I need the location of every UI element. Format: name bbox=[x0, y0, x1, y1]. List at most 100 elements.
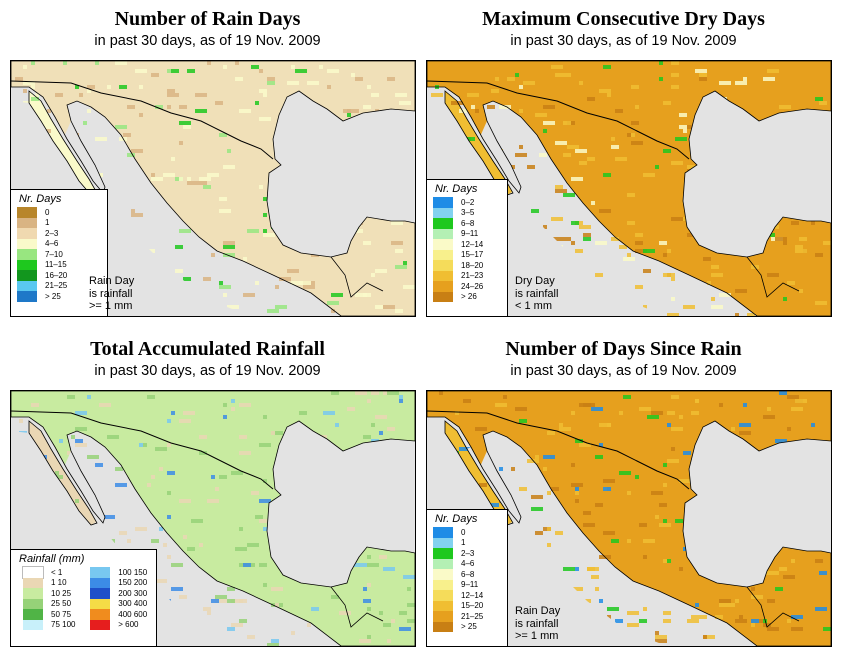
grid-cell bbox=[815, 253, 823, 257]
grid-cell bbox=[663, 253, 667, 257]
grid-cell bbox=[615, 157, 627, 161]
legend-label: 12–14 bbox=[461, 239, 484, 249]
grid-cell bbox=[367, 555, 371, 559]
grid-cell bbox=[271, 431, 283, 435]
grid-cell bbox=[367, 607, 371, 611]
legend-label: 25 50 bbox=[51, 599, 72, 609]
grid-cell bbox=[219, 285, 231, 289]
grid-cell bbox=[219, 281, 223, 285]
legend-swatch bbox=[433, 249, 453, 260]
grid-cell bbox=[531, 507, 543, 511]
grid-cell bbox=[575, 149, 587, 153]
grid-cell bbox=[711, 297, 715, 301]
grid-cell bbox=[339, 611, 351, 615]
grid-cell bbox=[31, 97, 39, 101]
grid-cell bbox=[627, 623, 639, 627]
grid-cell bbox=[595, 455, 603, 459]
gulf-of-mexico bbox=[683, 91, 831, 257]
grid-cell bbox=[759, 619, 763, 623]
grid-cell bbox=[539, 153, 547, 157]
grid-cell bbox=[603, 531, 615, 535]
grid-cell bbox=[823, 241, 831, 245]
map-dry-days: Nr. Days 0–2 3–5 6–8 9–11 12–14 15–17 18–20 21–… bbox=[426, 60, 832, 317]
grid-cell bbox=[535, 113, 547, 117]
grid-cell bbox=[559, 237, 571, 241]
grid-cell bbox=[607, 607, 619, 611]
grid-cell bbox=[343, 109, 351, 113]
grid-cell bbox=[243, 257, 247, 261]
panel-rain-days: Number of Rain Days in past 30 days, as … bbox=[0, 0, 416, 325]
legend-item: 9–11 bbox=[427, 228, 507, 239]
grid-cell bbox=[407, 603, 415, 607]
grid-cell bbox=[639, 619, 647, 623]
grid-cell bbox=[779, 105, 791, 109]
grid-cell bbox=[575, 499, 579, 503]
gulf-of-mexico bbox=[267, 91, 415, 257]
grid-cell bbox=[643, 269, 651, 273]
grid-cell bbox=[571, 241, 575, 245]
grid-cell bbox=[199, 435, 207, 439]
grid-cell bbox=[131, 209, 135, 213]
grid-cell bbox=[159, 527, 163, 531]
grid-cell bbox=[579, 81, 583, 85]
legend-label: 15–20 bbox=[461, 601, 484, 611]
grid-cell bbox=[783, 575, 795, 579]
grid-cell bbox=[667, 249, 671, 253]
grid-cell bbox=[403, 261, 407, 265]
grid-cell bbox=[627, 611, 639, 615]
legend-item: 15–20 bbox=[427, 600, 507, 611]
legend-label: 21–23 bbox=[461, 271, 484, 281]
grid-cell bbox=[727, 603, 735, 607]
panel-since-rain: Number of Days Since Rain in past 30 day… bbox=[416, 330, 832, 655]
grid-cell bbox=[263, 229, 267, 233]
baja-peninsula bbox=[29, 421, 97, 525]
grid-cell bbox=[511, 467, 515, 471]
grid-cell bbox=[275, 285, 279, 289]
grid-cell bbox=[631, 85, 639, 89]
grid-cell bbox=[143, 443, 147, 447]
grid-cell bbox=[167, 419, 171, 423]
grid-cell bbox=[215, 487, 219, 491]
legend-item: 200 300 bbox=[84, 588, 152, 599]
grid-cell bbox=[683, 547, 687, 551]
grid-cell bbox=[171, 587, 183, 591]
grid-cell bbox=[319, 65, 323, 69]
legend-item: 300 400 bbox=[84, 598, 152, 609]
legend-item: 4–6 bbox=[427, 558, 507, 569]
grid-cell bbox=[579, 443, 591, 447]
grid-cell bbox=[383, 305, 395, 309]
grid-cell bbox=[19, 419, 23, 423]
grid-cell bbox=[699, 615, 707, 619]
grid-cell bbox=[139, 113, 143, 117]
grid-cell bbox=[223, 65, 227, 69]
grid-cell bbox=[679, 415, 683, 419]
grid-cell bbox=[735, 289, 747, 293]
grid-cell bbox=[279, 277, 291, 281]
grid-cell bbox=[79, 427, 87, 431]
grid-cell bbox=[551, 217, 563, 221]
grid-cell bbox=[767, 571, 779, 575]
grid-cell bbox=[555, 189, 567, 193]
grid-cell bbox=[387, 639, 391, 643]
legend-title: Nr. Days bbox=[435, 183, 478, 195]
grid-cell bbox=[247, 635, 255, 639]
grid-cell bbox=[743, 403, 747, 407]
grid-cell bbox=[687, 233, 695, 237]
legend-swatch bbox=[23, 588, 43, 599]
grid-cell bbox=[375, 305, 383, 309]
legend-item: 12–14 bbox=[427, 590, 507, 601]
grid-cell bbox=[619, 471, 631, 475]
grid-cell bbox=[791, 407, 803, 411]
grid-cell bbox=[231, 599, 243, 603]
grid-cell bbox=[23, 89, 27, 93]
grid-cell bbox=[219, 133, 227, 137]
legend-swatch bbox=[90, 588, 111, 599]
grid-cell bbox=[599, 599, 603, 603]
legend-label: 9–11 bbox=[461, 580, 479, 590]
legend-label: < 1 bbox=[51, 567, 63, 577]
grid-cell bbox=[391, 241, 403, 245]
legend-item: 25 50 bbox=[17, 598, 80, 609]
grid-cell bbox=[379, 555, 387, 559]
grid-cell bbox=[187, 69, 195, 73]
